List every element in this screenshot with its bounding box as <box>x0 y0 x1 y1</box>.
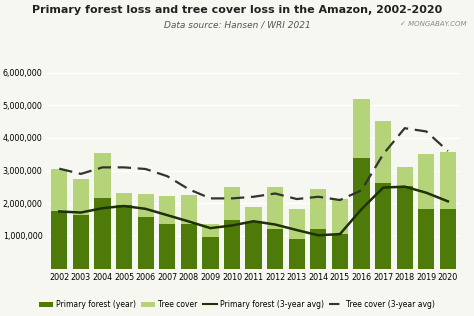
Bar <box>267 229 283 269</box>
Text: ✓ MONGABAY.COM: ✓ MONGABAY.COM <box>401 21 467 27</box>
Bar <box>73 215 89 269</box>
Bar <box>202 223 219 269</box>
Bar <box>137 217 154 269</box>
Bar <box>397 186 413 269</box>
Legend: Primary forest (year), Tree cover, Primary forest (3-year avg), Tree cover (3-ye: Primary forest (year), Tree cover, Prima… <box>36 297 438 312</box>
Bar <box>116 205 132 269</box>
Bar <box>310 229 327 269</box>
Bar <box>375 183 391 269</box>
Bar <box>397 167 413 269</box>
Bar <box>181 223 197 269</box>
Bar <box>51 169 67 269</box>
Bar <box>440 209 456 269</box>
Bar <box>354 99 370 269</box>
Bar <box>289 209 305 269</box>
Bar <box>224 187 240 269</box>
Bar <box>116 192 132 269</box>
Bar <box>159 223 175 269</box>
Bar <box>289 239 305 269</box>
Bar <box>224 220 240 269</box>
Bar <box>246 207 262 269</box>
Bar <box>159 196 175 269</box>
Bar <box>94 153 110 269</box>
Bar <box>246 222 262 269</box>
Bar <box>51 211 67 269</box>
Bar <box>267 187 283 269</box>
Bar <box>310 189 327 269</box>
Bar <box>73 179 89 269</box>
Bar <box>418 154 434 269</box>
Bar <box>94 198 110 269</box>
Bar <box>332 234 348 269</box>
Bar <box>332 199 348 269</box>
Bar <box>202 237 219 269</box>
Text: Data source: Hansen / WRI 2021: Data source: Hansen / WRI 2021 <box>164 21 310 29</box>
Text: Primary forest loss and tree cover loss in the Amazon, 2002-2020: Primary forest loss and tree cover loss … <box>32 5 442 15</box>
Bar <box>354 158 370 269</box>
Bar <box>137 194 154 269</box>
Bar <box>418 209 434 269</box>
Bar <box>440 152 456 269</box>
Bar <box>375 121 391 269</box>
Bar <box>181 195 197 269</box>
